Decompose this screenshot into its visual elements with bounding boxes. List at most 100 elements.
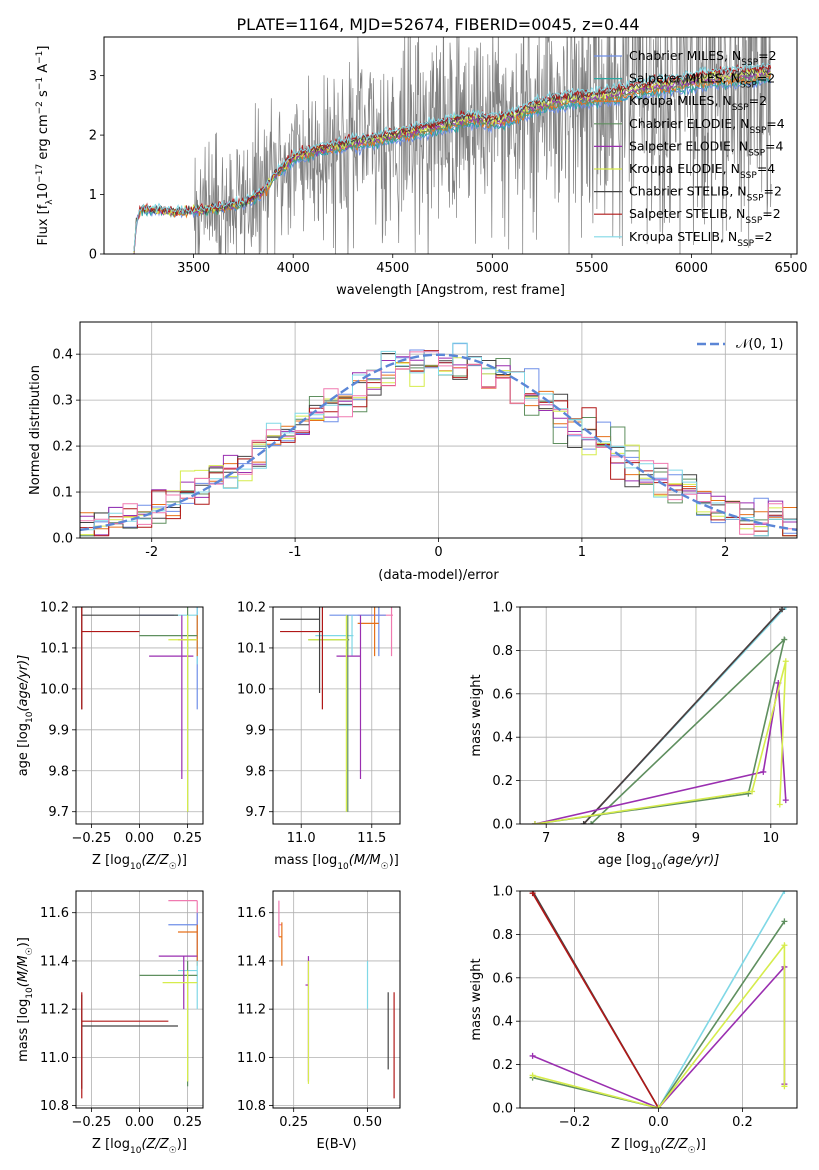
- axes-age-vs-mass: 11.0 11.5 9.7 9.8 9.9 10.0 10.1 10.2 mass [log10…: [237, 601, 401, 872]
- series-line: [583, 608, 783, 824]
- y-tick-label: 11.6: [237, 906, 266, 921]
- axes-spectrum: 3500 4000 4500 5000 5500 6000 6500 0 1 2 3 waveleng…: [35, 36, 808, 298]
- x-tick-label: −0.2: [559, 1115, 591, 1130]
- y-tick-label: 0.8: [492, 644, 513, 659]
- y-tick-label: 3: [89, 69, 97, 84]
- y-tick-label: 0.2: [52, 440, 73, 455]
- series-marker: [655, 1105, 662, 1108]
- y-tick-label: 10.0: [237, 682, 266, 697]
- legend-entry: Salpeter MILES, NSSP=2: [629, 71, 775, 91]
- y-tick-label: 0.3: [52, 394, 73, 409]
- plot-area: [133, 37, 772, 254]
- series-marker: [782, 658, 789, 665]
- y-tick-label: 9.8: [245, 764, 266, 779]
- y-tick-label: 0.4: [492, 1015, 513, 1030]
- y-tick-label: 0.8: [492, 928, 513, 943]
- series-marker: [782, 797, 789, 804]
- y-tick-label: 0.1: [52, 486, 73, 501]
- plot-area: [81, 900, 198, 1099]
- x-tick-label: 4500: [376, 261, 409, 276]
- histogram-step: [80, 351, 797, 538]
- y-tick-label: 10.8: [237, 1099, 266, 1114]
- y-tick-label: 0.0: [492, 818, 513, 833]
- series-marker: [529, 1072, 536, 1079]
- y-tick-label: 11.0: [237, 1051, 266, 1066]
- axes-mass-weight-vs-metallicity: −0.2 0.0 0.2 0.0 0.2 0.4 0.6 0.8 1.0 Z [log10(Z/Z…: [469, 885, 798, 1156]
- y-tick-label: 10.1: [40, 641, 69, 656]
- series-line: [532, 920, 786, 1108]
- y-tick-label: 9.9: [245, 723, 266, 738]
- y-axis-label: mass [log10(M/M☉)]: [16, 937, 35, 1062]
- plot-area: [531, 607, 789, 824]
- y-tick-label: 9.9: [48, 723, 69, 738]
- axes-frame: [272, 606, 401, 825]
- axes-mass-vs-metallicity: −0.25 0.00 0.25 10.8 11.0 11.2 11.4 11.6 Z [log1…: [16, 890, 204, 1156]
- series-marker: [580, 821, 587, 824]
- y-tick-label: 1: [89, 188, 97, 203]
- series-marker: [781, 636, 788, 643]
- model-spectrum-line: [133, 77, 771, 254]
- y-tick-label: 11.6: [40, 906, 69, 921]
- x-tick-label: −0.25: [71, 831, 111, 846]
- y-tick-label: 10.8: [40, 1099, 69, 1114]
- plot-area: [278, 900, 395, 1099]
- y-tick-label: 0.6: [492, 971, 513, 986]
- y-tick-label: 9.7: [245, 805, 266, 820]
- series-marker: [588, 821, 595, 824]
- x-axis-label: (data-model)/error: [378, 568, 499, 583]
- x-tick-label: 11.5: [357, 831, 386, 846]
- series-marker: [782, 607, 789, 610]
- x-tick-label: 0.00: [125, 1115, 154, 1130]
- y-tick-label: 10.1: [237, 641, 266, 656]
- series-marker: [760, 768, 767, 775]
- axes-frame: [103, 36, 798, 255]
- x-tick-label: 0.25: [279, 1115, 308, 1130]
- x-axis-label: age [log10(age/yr)]: [598, 853, 720, 872]
- series-marker: [781, 891, 788, 894]
- y-tick-label: 11.4: [40, 954, 69, 969]
- y-axis-label: Normed distribution: [28, 365, 43, 495]
- x-tick-label: 6500: [774, 261, 807, 276]
- x-tick-label: 0.50: [353, 1115, 382, 1130]
- gaussian-curve: [80, 353, 797, 532]
- plot-area: [81, 607, 198, 812]
- x-axis-label: Z [log10(Z/Z☉)]: [92, 853, 187, 872]
- legend-entry: Salpeter ELODIE, NSSP=4: [629, 138, 784, 158]
- series-marker: [781, 918, 788, 925]
- x-axis-label: Z [log10(Z/Z☉)]: [611, 1137, 706, 1156]
- y-tick-label: 11.4: [237, 954, 266, 969]
- series-line: [534, 682, 787, 824]
- x-axis-label: wavelength [Angstrom, rest frame]: [336, 283, 565, 298]
- x-tick-label: 4000: [277, 261, 310, 276]
- axes-residual-histogram: -2 -1 0 1 2 0.0 0.1 0.2 0.3 0.4 𝒩(0, 1) (data-model…: [28, 321, 798, 583]
- x-tick-label: 7: [542, 831, 550, 846]
- y-tick-label: 11.0: [40, 1051, 69, 1066]
- x-axis-label: Z [log10(Z/Z☉)]: [92, 1137, 187, 1156]
- series-line: [534, 661, 787, 824]
- x-tick-label: 0.2: [732, 1115, 753, 1130]
- x-tick-label: 10: [763, 831, 780, 846]
- x-tick-label: 3500: [177, 261, 210, 276]
- series-marker: [781, 1083, 788, 1090]
- series-marker: [776, 801, 783, 808]
- y-tick-label: 0: [89, 248, 97, 263]
- x-tick-label: −0.25: [71, 1115, 111, 1130]
- x-tick-label: 9: [692, 831, 700, 846]
- series-line: [532, 942, 786, 1108]
- series-line: [531, 892, 660, 1108]
- legend: Chabrier MILES, NSSP=2 Salpeter MILES, NS…: [594, 48, 785, 249]
- legend-entry: Kroupa STELIB, NSSP=2: [629, 229, 773, 249]
- y-axis-label: mass weight: [469, 958, 484, 1040]
- series-marker: [749, 788, 756, 795]
- figure-title: PLATE=1164, MJD=52674, FIBERID=0045, z=0…: [236, 15, 639, 34]
- x-axis-label: E(B-V): [316, 1137, 356, 1152]
- axes-mass-weight-vs-age: 7 8 9 10 0.0 0.2 0.4 0.6 0.8 1.0 age [log10(age/yr…: [469, 601, 798, 872]
- y-axis-label: age [log10(age/yr)]: [16, 655, 35, 777]
- y-tick-label: 10.2: [237, 601, 266, 616]
- legend-entry: Salpeter STELIB, NSSP=2: [629, 206, 781, 226]
- axes-frame: [519, 606, 798, 825]
- legend-entry: Kroupa ELODIE, NSSP=4: [629, 161, 775, 181]
- x-tick-label: 0.25: [173, 1115, 202, 1130]
- x-tick-label: 11.0: [287, 831, 316, 846]
- x-tick-label: -1: [289, 545, 302, 560]
